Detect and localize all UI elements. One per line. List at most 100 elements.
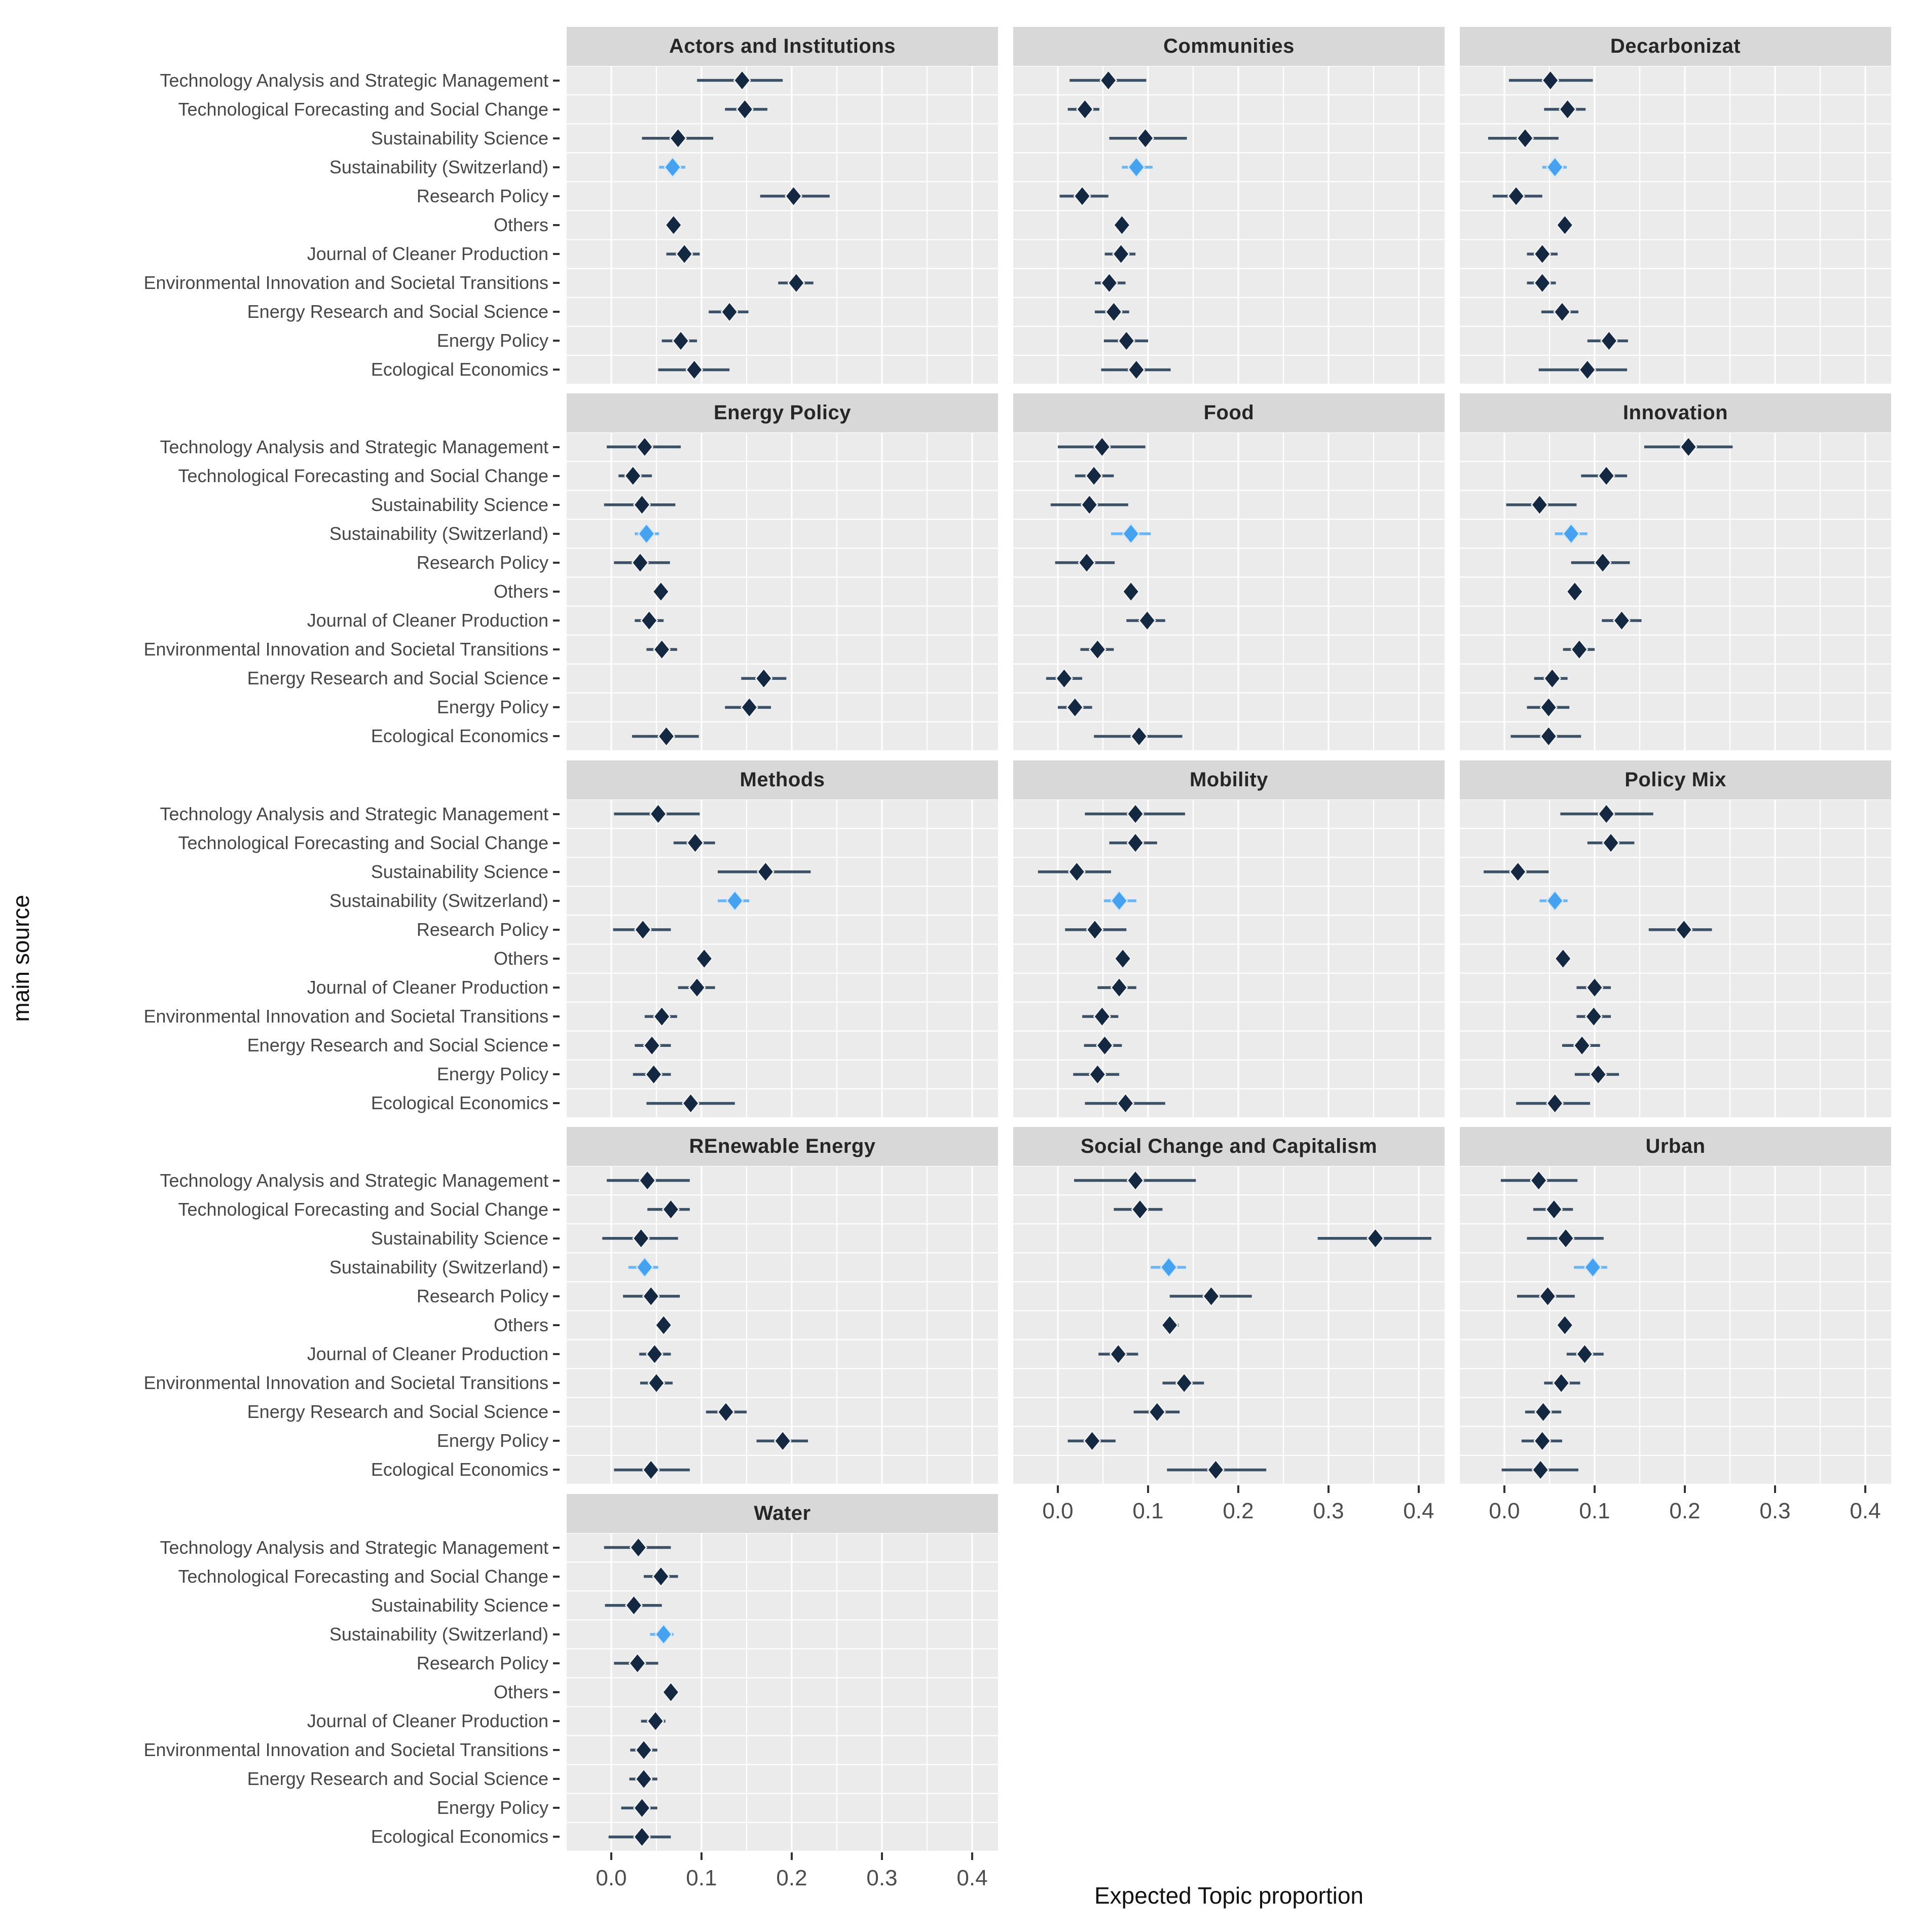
y-tick-mark bbox=[553, 446, 560, 448]
y-axis-label-row: Sustainability Science bbox=[0, 490, 560, 519]
x-tick-mark bbox=[1237, 1485, 1239, 1493]
x-tick-label: 0.2 bbox=[1669, 1499, 1701, 1523]
pointrange bbox=[678, 976, 715, 999]
pointrange bbox=[1510, 725, 1581, 747]
y-tick-label: Environmental Innovation and Societal Tr… bbox=[143, 1006, 548, 1027]
pointrange bbox=[1109, 832, 1157, 854]
pointrange bbox=[1065, 919, 1127, 941]
facet-strip: Innovation bbox=[1460, 393, 1891, 432]
facet-plot-area bbox=[1460, 798, 1891, 1119]
pointrange bbox=[1109, 127, 1187, 150]
pointrange bbox=[1492, 185, 1542, 207]
x-tick-label: 0.2 bbox=[1223, 1499, 1254, 1523]
y-tick-mark bbox=[553, 1469, 560, 1471]
facet-title: Urban bbox=[1645, 1135, 1706, 1157]
pointrange bbox=[647, 1198, 690, 1221]
y-tick-label: Ecological Economics bbox=[371, 359, 548, 380]
facet-strip: Mobility bbox=[1013, 760, 1445, 799]
x-tick-mark bbox=[1327, 1485, 1330, 1493]
y-axis-label-row: Technology Analysis and Strategic Manage… bbox=[0, 799, 560, 828]
y-tick-mark bbox=[553, 1073, 560, 1076]
pointrange bbox=[1527, 1227, 1604, 1250]
x-tick-mark bbox=[1774, 1485, 1776, 1493]
facet-panel bbox=[1013, 65, 1445, 385]
y-tick-mark bbox=[553, 899, 560, 902]
facet-strip: Energy Policy bbox=[567, 393, 998, 432]
pointrange bbox=[1501, 1459, 1578, 1481]
facet-strip: Water bbox=[567, 1494, 998, 1533]
pointrange bbox=[646, 638, 677, 661]
pointrange bbox=[1161, 1314, 1179, 1336]
pointrange bbox=[1525, 1401, 1562, 1423]
pointrange bbox=[1075, 465, 1114, 487]
pointrange bbox=[1167, 1459, 1267, 1481]
y-tick-label: Sustainability Science bbox=[371, 1594, 548, 1616]
pointrange bbox=[614, 803, 700, 825]
facet-title: Water bbox=[754, 1502, 811, 1524]
pointrange bbox=[661, 330, 697, 352]
pointrange bbox=[1073, 1063, 1120, 1085]
facet-title: Communities bbox=[1163, 35, 1295, 57]
x-axis: 0.0 0.1 0.2 0.3 0.4 bbox=[1460, 1485, 1891, 1531]
pointrange bbox=[1162, 1372, 1204, 1394]
y-tick-label: Technology Analysis and Strategic Manage… bbox=[160, 803, 548, 824]
facet-plot-area bbox=[567, 1165, 998, 1485]
y-tick-label: Technological Forecasting and Social Cha… bbox=[178, 1198, 548, 1220]
y-tick-mark bbox=[553, 735, 560, 738]
y-axis-label-row: Energy Policy bbox=[0, 1060, 560, 1089]
y-tick-mark bbox=[553, 1749, 560, 1752]
pointrange bbox=[1038, 861, 1112, 883]
facet-title: Mobility bbox=[1189, 769, 1269, 791]
facet-panel bbox=[1460, 798, 1891, 1119]
y-tick-mark bbox=[553, 1266, 560, 1268]
y-tick-mark bbox=[553, 1691, 560, 1693]
pointrange bbox=[1098, 1343, 1138, 1365]
y-axis-label-row: Ecological Economics bbox=[0, 355, 560, 384]
pointrange bbox=[640, 1372, 673, 1394]
pointrange bbox=[633, 1063, 671, 1085]
y-axis-label-row: Others bbox=[0, 1678, 560, 1706]
y-axis-label-row: Journal of Cleaner Production bbox=[0, 1706, 560, 1735]
facet-plot-area bbox=[567, 431, 998, 752]
x-axis: 0.0 0.1 0.2 0.3 0.4 bbox=[567, 1852, 998, 1898]
pointrange bbox=[1544, 1372, 1580, 1394]
y-axis-label-row: Environmental Innovation and Societal Tr… bbox=[0, 635, 560, 664]
y-axis-label-row: Research Policy bbox=[0, 1282, 560, 1310]
facet-title: Food bbox=[1203, 402, 1255, 424]
pointrange bbox=[644, 1565, 678, 1588]
facet-title: Innovation bbox=[1622, 402, 1728, 424]
pointrange bbox=[604, 494, 676, 516]
y-tick-label: Others bbox=[493, 1314, 548, 1335]
y-axis-label-row: Environmental Innovation and Societal Tr… bbox=[0, 1002, 560, 1031]
y-tick-mark bbox=[553, 1208, 560, 1211]
pointrange-highlight bbox=[650, 1623, 674, 1646]
facet-strip: Policy Mix bbox=[1460, 760, 1891, 799]
y-tick-label: Sustainability (Switzerland) bbox=[329, 1623, 548, 1645]
pointrange bbox=[1126, 609, 1165, 632]
pointrange-highlight bbox=[718, 890, 750, 912]
pointrange bbox=[605, 1594, 662, 1617]
pointrange bbox=[756, 1430, 808, 1452]
y-tick-mark bbox=[553, 1295, 560, 1297]
y-axis-label-row: Technological Forecasting and Social Cha… bbox=[0, 828, 560, 857]
y-tick-mark bbox=[553, 253, 560, 255]
pointrange bbox=[623, 1285, 680, 1307]
pointrange bbox=[697, 69, 783, 92]
pointrange bbox=[1067, 1430, 1116, 1452]
pointrange bbox=[1484, 861, 1549, 883]
facet-strip: Communities bbox=[1013, 27, 1445, 66]
pointrange bbox=[639, 1343, 671, 1365]
pointrange bbox=[1317, 1227, 1431, 1250]
x-tick-mark bbox=[791, 1852, 793, 1860]
facet-title: Social Change and Capitalism bbox=[1080, 1135, 1378, 1157]
pointrange bbox=[1516, 1092, 1591, 1114]
facet-panel bbox=[567, 798, 998, 1119]
y-tick-mark bbox=[553, 561, 560, 564]
facet-strip: Food bbox=[1013, 393, 1445, 432]
pointrange bbox=[607, 436, 681, 458]
y-axis-label-row: Sustainability Science bbox=[0, 1224, 560, 1253]
y-tick-label: Energy Policy bbox=[436, 1797, 548, 1818]
pointrange bbox=[1050, 494, 1128, 516]
y-tick-mark bbox=[553, 108, 560, 111]
